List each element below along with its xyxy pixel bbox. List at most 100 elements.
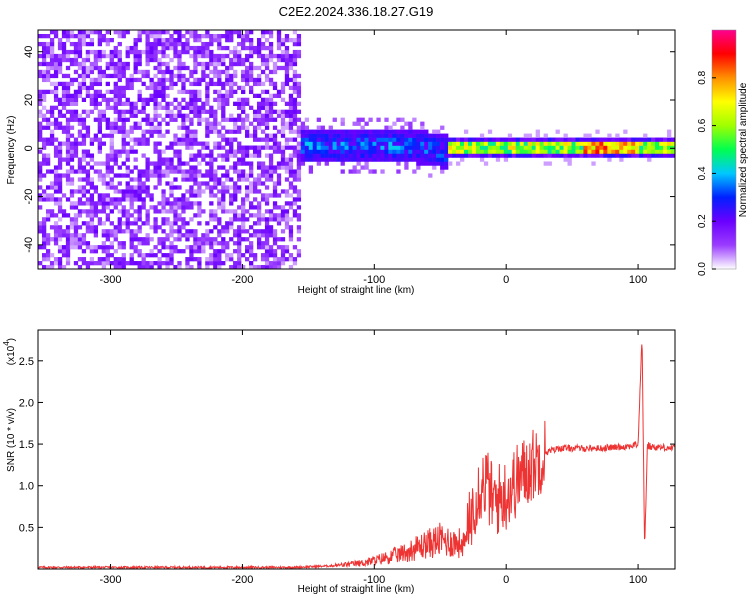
- spectrogram-cell: [233, 149, 238, 154]
- spectrogram-cell: [133, 45, 138, 51]
- spectrogram-cell: [65, 169, 71, 174]
- spectrogram-cell: [225, 65, 230, 71]
- spectrogram-cell: [97, 125, 102, 130]
- spectrogram-cell: [145, 233, 150, 238]
- spectrogram-cell: [69, 125, 75, 130]
- spectrogram-cell: [57, 37, 63, 43]
- spectrogram-cell: [209, 125, 214, 130]
- spectrogram-cell: [97, 37, 102, 43]
- spectrogram-cell: [105, 157, 110, 162]
- spectrogram-cell: [153, 89, 158, 95]
- spectrogram-cell: [197, 49, 202, 55]
- spectrogram-cell: [161, 205, 166, 210]
- spectrogram-cell: [129, 45, 134, 51]
- spectrogram-cell: [38, 109, 43, 114]
- spectrogram-cell: [292, 109, 298, 114]
- spectrogram-cell: [237, 257, 242, 262]
- spectrogram-cell: [372, 153, 377, 158]
- spectrogram-cell: [161, 201, 166, 206]
- spectrogram-cell: [173, 169, 178, 174]
- spectrogram-cell: [133, 41, 138, 47]
- spectrogram-cell: [73, 153, 79, 158]
- spectrogram-cell: [452, 145, 457, 150]
- spectrogram-cell: [109, 185, 114, 190]
- spectrogram-cell: [213, 253, 218, 258]
- spectrogram-cell: [69, 61, 75, 67]
- spectrogram-cell: [125, 133, 130, 138]
- spectrogram-cell: [177, 237, 182, 242]
- spectrogram-cell: [129, 77, 134, 83]
- spectrogram-cell: [272, 237, 278, 242]
- spectrogram-cell: [260, 105, 266, 110]
- spectrogram-cell: [280, 85, 286, 91]
- spectrogram-cell: [77, 169, 83, 174]
- spectrogram-cell: [444, 133, 449, 138]
- spectrogram-cell: [137, 173, 142, 178]
- spectrogram-cell: [145, 137, 150, 142]
- spectrogram-cell: [471, 145, 477, 150]
- spectrogram-cell: [280, 145, 286, 150]
- spectrogram-cell: [364, 145, 369, 150]
- spectrogram-cell: [165, 109, 170, 114]
- spectrogram-cell: [161, 261, 166, 266]
- spectrogram-cell: [81, 73, 87, 79]
- spectrogram-cell: [85, 209, 91, 214]
- spectrogram-cell: [45, 253, 51, 258]
- spectrogram-cell: [169, 41, 174, 47]
- spectrogram-cell: [189, 121, 194, 126]
- spectrogram-cell: [487, 141, 493, 146]
- y-tick-label: -20: [23, 189, 35, 205]
- spectrogram-cell: [205, 33, 210, 39]
- spectrogram-cell: [73, 45, 79, 51]
- spectrogram-cell: [264, 117, 270, 122]
- spectrogram-cell: [388, 129, 393, 134]
- spectrogram-cell: [292, 189, 298, 194]
- spectrogram-cell: [77, 241, 83, 246]
- spectrogram-cell: [328, 137, 333, 142]
- spectrogram-cell: [241, 33, 246, 39]
- spectrogram-cell: [193, 57, 198, 63]
- spectrogram-cell: [428, 153, 433, 158]
- spectrogram-cell: [189, 245, 194, 250]
- spectrogram-cell: [256, 37, 262, 43]
- spectrogram-cell: [400, 149, 405, 154]
- spectrogram-cell: [181, 249, 186, 254]
- spectrogram-cell: [507, 153, 513, 158]
- spectrogram-cell: [284, 257, 290, 262]
- spectrogram-cell: [503, 157, 509, 162]
- spectrogram-cell: [45, 121, 51, 126]
- spectrogram-cell: [475, 145, 481, 150]
- spectrogram-cell: [77, 53, 83, 59]
- spectrogram-cell: [177, 205, 182, 210]
- spectrogram-cell: [225, 221, 230, 226]
- spectrogram-cell: [41, 105, 47, 110]
- spectrogram-cell: [69, 149, 75, 154]
- spectrogram-cell: [392, 121, 397, 126]
- spectrogram-cell: [221, 165, 226, 170]
- spectrogram-cell: [352, 165, 357, 170]
- spectrogram-cell: [380, 133, 385, 138]
- spectrogram-cell: [213, 217, 218, 222]
- spectrogram-cell: [38, 197, 43, 202]
- spectrogram-cell: [45, 153, 51, 158]
- spectrogram-cell: [113, 117, 118, 122]
- spectrogram-cell: [97, 113, 102, 118]
- spectrogram-cell: [153, 225, 158, 230]
- spectrogram-cell: [45, 241, 51, 246]
- spectrogram-cell: [93, 189, 99, 194]
- spectrogram-cell: [217, 133, 222, 138]
- spectrogram-cell: [296, 89, 302, 95]
- spectrogram-cell: [221, 69, 226, 75]
- spectrogram-cell: [181, 233, 186, 238]
- spectrogram-cell: [189, 141, 194, 146]
- spectrogram-cell: [225, 253, 230, 258]
- spectrogram-cell: [193, 189, 198, 194]
- spectrogram-cell: [57, 41, 63, 47]
- spectrogram-cell: [117, 77, 122, 83]
- spectrogram-cell: [121, 145, 126, 150]
- spectrogram-cell: [280, 125, 286, 130]
- spectrogram-cell: [316, 125, 321, 130]
- spectrogram-cell: [57, 81, 63, 87]
- spectrogram-cell: [268, 33, 274, 39]
- spectrogram-cell: [292, 41, 298, 47]
